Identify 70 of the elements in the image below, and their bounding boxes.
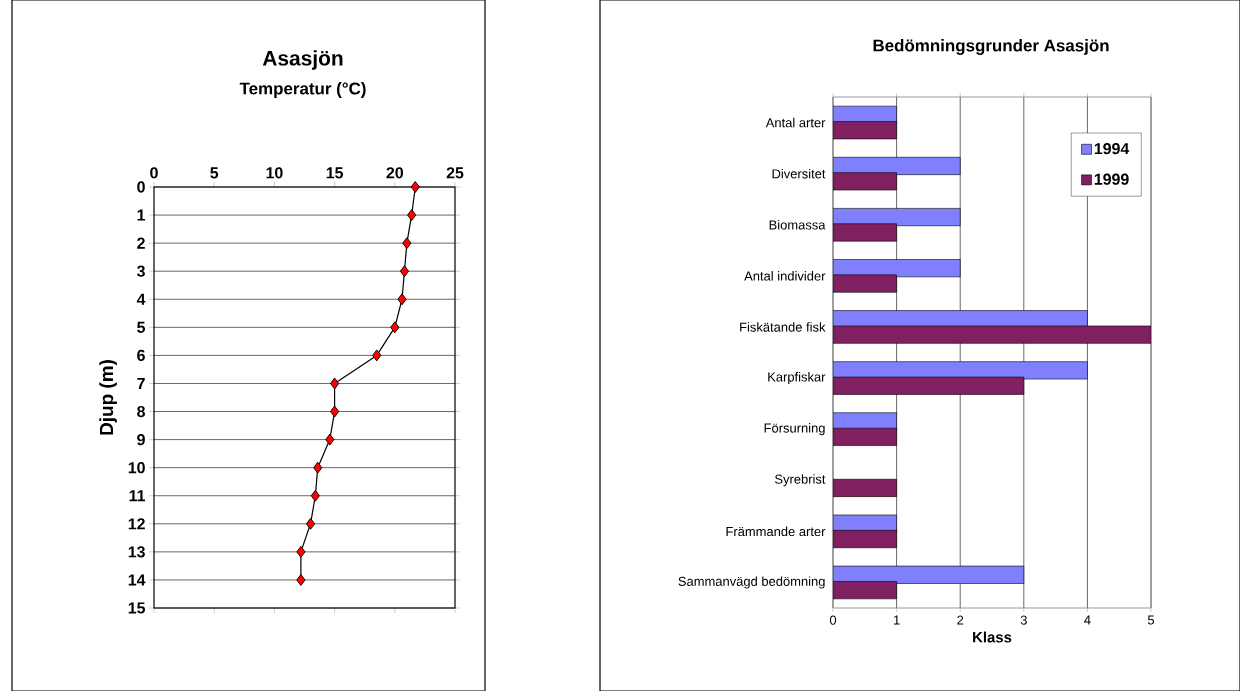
x-tick-label: 25 (446, 167, 464, 179)
x-tick-label: 10 (266, 167, 283, 179)
y-tick-label: 7 (137, 377, 145, 389)
y-tick-label: 15 (128, 602, 146, 614)
y-tick-label: Sammanvägd bedömning (678, 576, 825, 589)
y-tick-label: 2 (137, 237, 145, 249)
x-tick-label: 3 (1020, 615, 1027, 625)
y-tick-label: 10 (128, 462, 145, 474)
y-tick-label: Syrebrist (774, 474, 826, 487)
y-tick-label: Försurning (764, 423, 825, 436)
point (313, 461, 323, 474)
y-tick-label: Biomassa (769, 220, 826, 230)
x-tick-label: 5 (210, 167, 219, 179)
x-tick-label: 20 (386, 167, 403, 179)
y-tick-label: 3 (136, 265, 145, 277)
x-tick-label: 0 (829, 615, 837, 625)
point (390, 321, 400, 334)
point (296, 545, 306, 558)
bar (833, 121, 897, 140)
y-tick-label: 1 (137, 209, 146, 221)
y-tick-label: 13 (128, 546, 145, 558)
x-axis-title: Klass (973, 631, 1012, 643)
legend-label: 1999 (1094, 173, 1129, 185)
x-tick-label: 0 (150, 167, 158, 179)
point (305, 517, 316, 530)
y-tick-label: 0 (137, 181, 145, 193)
point (410, 181, 420, 193)
point (330, 405, 340, 418)
y-tick-label: Karpfiskar (768, 372, 826, 385)
chart-title: Bedömningsgrunder Asasjön (873, 39, 1109, 55)
x-tick-label: 15 (326, 167, 344, 179)
chart-title: Asasjön (262, 50, 343, 70)
y-tick-label: 14 (128, 574, 146, 586)
x-tick-label: 2 (957, 615, 964, 625)
bar (833, 530, 897, 549)
y-tick-label: 11 (129, 490, 146, 502)
y-tick-label: 6 (137, 349, 145, 362)
y-tick-label: 5 (137, 321, 146, 333)
y-tick-label: 9 (137, 433, 145, 446)
point (397, 293, 407, 306)
point (372, 349, 382, 362)
y-tick-label: Fiskätande fisk (740, 322, 826, 332)
point (407, 209, 417, 222)
point (330, 377, 340, 390)
bar (833, 172, 897, 191)
y-tick-label: Diversitet (772, 168, 826, 179)
point (310, 489, 320, 502)
y-axis-title: Djup (m) (99, 360, 117, 435)
y-tick-label: 12 (128, 518, 145, 530)
bar (833, 223, 897, 242)
legend-label: 1994 (1094, 142, 1130, 155)
bar (833, 274, 897, 293)
bar (833, 581, 897, 600)
y-tick-label: 8 (137, 405, 145, 418)
point (402, 237, 412, 250)
y-tick-label: Antal individer (744, 271, 826, 281)
y-tick-label: Antal arter (765, 117, 826, 128)
bar (833, 376, 1025, 395)
bar (833, 325, 1152, 344)
point (325, 433, 335, 446)
x-tick-label: 4 (1084, 615, 1091, 625)
bar (833, 478, 897, 497)
point (399, 265, 410, 278)
point (296, 573, 306, 586)
x-tick-label: 1 (893, 615, 900, 625)
bar (833, 427, 897, 446)
y-tick-label: Främmande arter (726, 526, 826, 537)
y-tick-label: 4 (136, 293, 146, 305)
x-axis-title: Temperatur (°C) (239, 82, 366, 98)
x-tick-label: 5 (1147, 615, 1155, 625)
